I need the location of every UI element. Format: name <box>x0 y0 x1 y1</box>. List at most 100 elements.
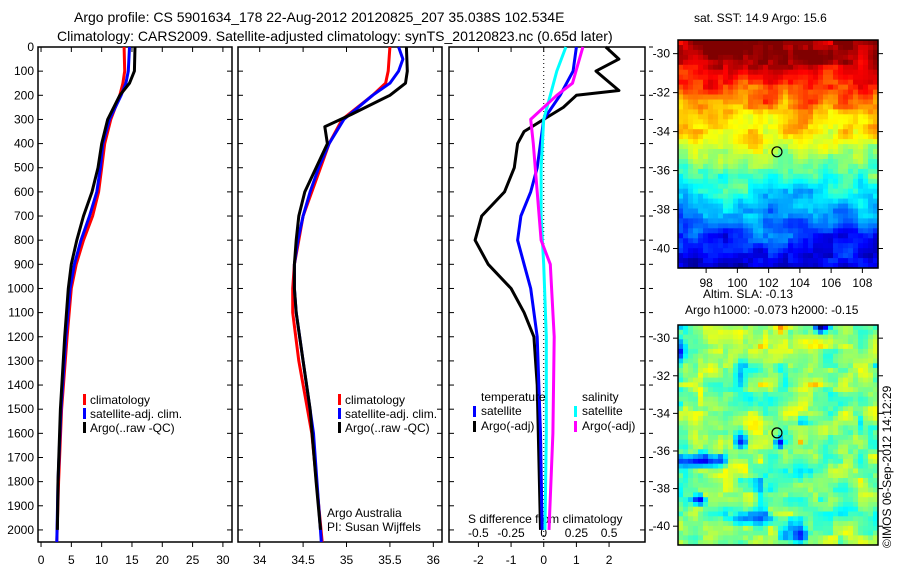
map-cell <box>813 64 819 71</box>
map-cell <box>768 530 774 537</box>
map-cell <box>818 188 824 195</box>
map-cell <box>843 392 849 398</box>
map-cell <box>808 506 814 513</box>
map-cell <box>793 368 799 374</box>
map-cell <box>818 139 824 145</box>
map-cell <box>693 99 699 106</box>
map-cell <box>808 392 814 398</box>
map-cell <box>873 473 879 479</box>
map-cell <box>808 213 814 220</box>
map-cell <box>678 253 684 259</box>
map-cell <box>853 497 859 503</box>
map-cell <box>753 149 759 155</box>
map-cell <box>753 94 759 101</box>
map-cell <box>713 439 719 446</box>
map-cell <box>843 482 849 489</box>
map-cell <box>723 139 729 145</box>
map-cell <box>763 248 769 254</box>
map-cell <box>733 119 739 125</box>
map-cell <box>798 377 804 383</box>
map-cell <box>733 49 739 56</box>
map-cell <box>748 468 754 474</box>
map-cell <box>723 64 729 71</box>
map-cell <box>743 54 749 61</box>
map-cell <box>758 218 764 224</box>
map-cell <box>868 134 874 140</box>
map-cell <box>868 248 874 254</box>
map-cell <box>738 163 744 170</box>
map-cell <box>818 473 824 479</box>
map-cell <box>703 401 709 407</box>
map-cell <box>858 168 864 175</box>
map-cell <box>823 516 829 522</box>
map-cell <box>753 99 759 106</box>
map-cell <box>873 516 879 522</box>
map-cell <box>808 228 814 234</box>
map-cell <box>843 104 849 110</box>
map-cell <box>863 104 869 110</box>
map-cell <box>788 382 794 388</box>
map-cell <box>678 458 684 465</box>
map-cell <box>743 516 749 522</box>
map-cell <box>768 159 774 165</box>
map-cell <box>763 203 769 210</box>
map-cell <box>798 353 804 360</box>
map-cell <box>833 193 839 200</box>
map-cell <box>823 168 829 175</box>
map-cell <box>768 193 774 200</box>
map-cell <box>818 233 824 239</box>
map-cell <box>783 198 789 205</box>
map-cell <box>868 363 874 369</box>
map-cell <box>743 248 749 254</box>
legend-label: Argo(..raw -QC) <box>345 421 430 435</box>
map-cell <box>783 339 789 345</box>
map-cell <box>733 129 739 135</box>
map-cell <box>803 233 809 239</box>
map-cell <box>868 344 874 350</box>
map-frame <box>677 39 879 269</box>
map-cell <box>683 69 689 76</box>
map-cell <box>703 124 709 130</box>
map-cell <box>773 263 779 269</box>
map-cell <box>863 487 869 493</box>
map-cell <box>688 497 694 503</box>
map-cell <box>703 420 709 427</box>
map-cell <box>768 334 774 340</box>
map-cell <box>833 89 839 96</box>
map-cell <box>843 396 849 403</box>
map-cell <box>703 263 709 269</box>
map-x-tick-label: 104 <box>790 276 810 290</box>
map-cell <box>678 411 684 417</box>
map-cell <box>718 482 724 489</box>
map-cell <box>843 40 849 46</box>
map-cell <box>773 139 779 145</box>
map-cell <box>758 454 764 460</box>
map-cell <box>848 243 854 249</box>
map-cell <box>778 238 784 244</box>
map-cell <box>853 89 859 96</box>
map-cell <box>703 45 709 51</box>
map-cell <box>783 487 789 493</box>
map-cell <box>823 49 829 56</box>
map-cell <box>788 223 794 229</box>
map-cell <box>848 154 854 160</box>
map-cell <box>723 511 729 517</box>
map-cell <box>678 420 684 427</box>
map-cell <box>738 114 744 120</box>
map-cell <box>873 530 879 537</box>
map-cell <box>828 258 834 264</box>
map-cell <box>778 104 784 110</box>
map-cell <box>838 49 844 56</box>
map-cell <box>853 139 859 145</box>
map-cell <box>688 506 694 513</box>
map-cell <box>703 348 709 355</box>
map-cell <box>833 411 839 417</box>
map-cell <box>733 163 739 170</box>
map-cell <box>813 218 819 224</box>
map-cell <box>783 492 789 498</box>
map-cell <box>738 339 744 345</box>
map-cell <box>803 109 809 115</box>
map-cell <box>678 168 684 175</box>
map-cell <box>768 203 774 210</box>
map-cell <box>698 363 704 369</box>
